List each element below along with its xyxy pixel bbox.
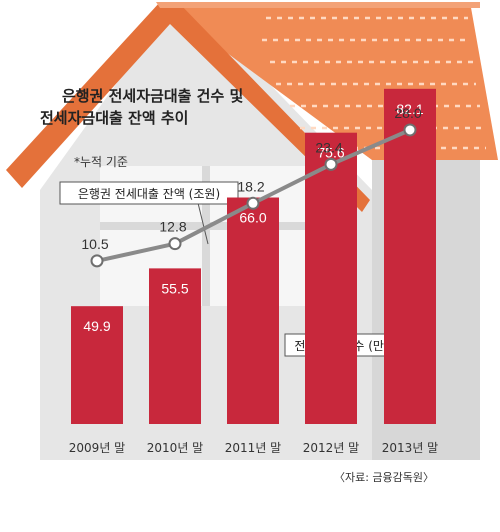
line-point bbox=[168, 237, 182, 251]
line-value-label: 12.8 bbox=[159, 219, 186, 235]
bar-value-label: 75.6 bbox=[317, 145, 344, 161]
line-point bbox=[324, 157, 338, 171]
chart-title-line1: 은행권 전세자금대출 건수 및 bbox=[62, 87, 243, 105]
bar-value-label: 55.5 bbox=[161, 280, 188, 296]
bar bbox=[305, 132, 357, 424]
category-label: 2012년 말 bbox=[303, 441, 359, 455]
category-label: 2013년 말 bbox=[382, 441, 438, 455]
line-point bbox=[403, 123, 417, 137]
line-series: 10.5 12.8 18.2 23.4 28.0 bbox=[81, 105, 422, 268]
roof-ridge bbox=[156, 2, 480, 8]
line-legend-box bbox=[59, 181, 239, 205]
line-value-label: 10.5 bbox=[81, 236, 108, 252]
bar-value-label: 49.9 bbox=[83, 318, 110, 334]
bar bbox=[384, 88, 436, 424]
bar bbox=[149, 268, 201, 424]
category-axis: 2009년 말 2010년 말 2011년 말 2012년 말 2013년 말 bbox=[69, 441, 438, 455]
line-point bbox=[246, 196, 260, 210]
bar-value-label: 82.1 bbox=[396, 101, 423, 117]
chart-title-line2: 전세자금대출 잔액 추이 bbox=[40, 109, 188, 127]
category-label: 2011년 말 bbox=[225, 441, 281, 455]
bar-series: 49.9 55.5 66.0 75.6 82.1 bbox=[71, 88, 436, 424]
source-note: 〈자료: 금융감독원〉 bbox=[334, 471, 434, 484]
roof-front bbox=[6, 2, 370, 212]
line-legend-label: 은행권 전세대출 잔액 (조원) bbox=[78, 186, 220, 201]
line-value-label: 23.4 bbox=[315, 139, 342, 155]
line-value-label: 28.0 bbox=[394, 105, 421, 121]
line-value-label: 18.2 bbox=[237, 178, 264, 194]
category-label: 2009년 말 bbox=[69, 441, 125, 455]
bar bbox=[227, 197, 279, 424]
chart-note: *누적 기준 bbox=[74, 155, 128, 169]
category-label: 2010년 말 bbox=[147, 441, 203, 455]
bar-value-label: 66.0 bbox=[239, 210, 266, 226]
line-legend-leader bbox=[197, 202, 209, 245]
bar bbox=[71, 306, 123, 424]
line-point bbox=[90, 254, 104, 268]
